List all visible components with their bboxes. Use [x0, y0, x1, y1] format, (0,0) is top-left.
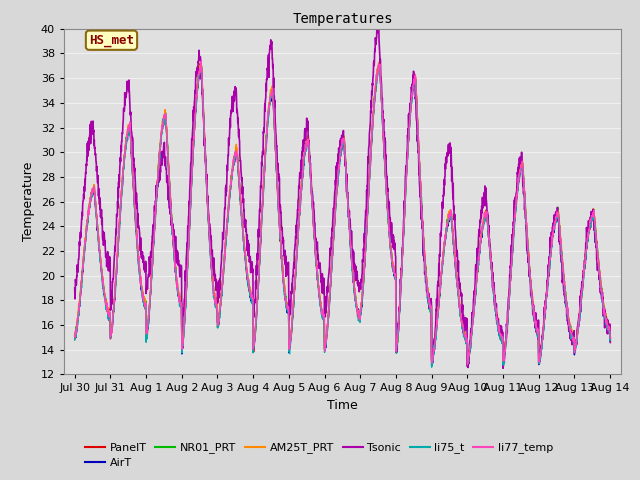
li75_t — [461, 336, 469, 342]
AirT — [506, 285, 514, 290]
Tsonic — [346, 216, 354, 222]
AirT — [266, 101, 273, 107]
li75_t — [408, 89, 416, 95]
Legend: PanelT, AirT, NR01_PRT, AM25T_PRT, Tsonic, li75_t, li77_temp: PanelT, AirT, NR01_PRT, AM25T_PRT, Tsoni… — [81, 438, 557, 472]
PanelT — [461, 335, 469, 340]
AM25T_PRT — [506, 280, 514, 286]
li75_t — [376, 62, 383, 68]
AM25T_PRT — [461, 332, 469, 337]
li75_t — [71, 337, 79, 343]
li77_temp — [461, 332, 469, 337]
PanelT — [408, 92, 416, 98]
Line: NR01_PRT: NR01_PRT — [75, 64, 611, 363]
li75_t — [607, 336, 614, 341]
NR01_PRT — [408, 85, 416, 91]
Text: HS_met: HS_met — [89, 34, 134, 47]
li77_temp — [346, 235, 354, 241]
NR01_PRT — [266, 100, 273, 106]
NR01_PRT — [489, 280, 497, 286]
AirT — [607, 335, 614, 341]
AirT — [408, 92, 416, 98]
Line: AirT: AirT — [75, 65, 611, 366]
AM25T_PRT — [607, 331, 614, 336]
NR01_PRT — [506, 284, 514, 289]
NR01_PRT — [346, 231, 354, 237]
PanelT — [346, 235, 354, 240]
AM25T_PRT — [408, 89, 416, 95]
li77_temp — [197, 59, 205, 64]
NR01_PRT — [461, 333, 469, 339]
PanelT — [464, 362, 472, 368]
Tsonic — [489, 277, 497, 283]
PanelT — [196, 61, 204, 67]
AirT — [463, 363, 471, 369]
AM25T_PRT — [346, 228, 354, 234]
li77_temp — [607, 336, 614, 341]
li77_temp — [506, 286, 514, 291]
Tsonic — [408, 93, 416, 98]
Tsonic — [374, 25, 381, 31]
AirT — [346, 236, 354, 242]
li77_temp — [463, 362, 471, 368]
PanelT — [506, 280, 514, 286]
AirT — [197, 62, 205, 68]
AirT — [71, 333, 79, 339]
Tsonic — [461, 323, 469, 329]
AM25T_PRT — [490, 285, 497, 290]
li75_t — [346, 229, 354, 235]
AM25T_PRT — [71, 332, 79, 338]
PanelT — [490, 283, 497, 289]
NR01_PRT — [71, 335, 79, 341]
Line: Tsonic: Tsonic — [75, 28, 611, 368]
li75_t — [490, 286, 497, 292]
li77_temp — [490, 284, 497, 290]
AM25T_PRT — [266, 99, 273, 105]
Line: li77_temp: li77_temp — [75, 61, 611, 365]
NR01_PRT — [607, 334, 614, 340]
PanelT — [71, 334, 79, 340]
Tsonic — [607, 340, 614, 346]
PanelT — [266, 101, 273, 107]
Tsonic — [266, 50, 273, 56]
AirT — [461, 337, 469, 343]
PanelT — [607, 336, 614, 342]
li75_t — [428, 364, 435, 370]
li75_t — [266, 107, 273, 112]
Tsonic — [499, 365, 507, 371]
NR01_PRT — [499, 360, 507, 366]
li77_temp — [266, 102, 273, 108]
li77_temp — [71, 334, 79, 339]
Tsonic — [71, 285, 79, 291]
NR01_PRT — [376, 61, 383, 67]
AM25T_PRT — [376, 58, 383, 64]
Tsonic — [506, 275, 514, 281]
X-axis label: Time: Time — [327, 399, 358, 412]
li77_temp — [408, 88, 416, 94]
Y-axis label: Temperature: Temperature — [22, 162, 35, 241]
li75_t — [506, 286, 514, 292]
AirT — [490, 288, 497, 293]
Line: li75_t: li75_t — [75, 65, 611, 367]
Line: PanelT: PanelT — [75, 64, 611, 365]
Line: AM25T_PRT: AM25T_PRT — [75, 61, 611, 362]
AM25T_PRT — [428, 359, 436, 365]
Title: Temperatures: Temperatures — [292, 12, 393, 26]
